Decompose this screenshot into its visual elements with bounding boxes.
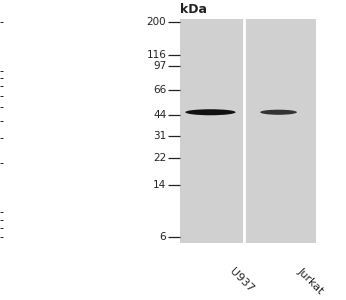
Text: Jurkat: Jurkat (295, 266, 325, 296)
Text: 14: 14 (153, 180, 166, 190)
Ellipse shape (185, 109, 236, 115)
Text: 116: 116 (146, 50, 166, 60)
Text: 31: 31 (153, 131, 166, 141)
Text: 200: 200 (147, 17, 166, 27)
Text: 97: 97 (153, 61, 166, 71)
Text: 44: 44 (153, 110, 166, 120)
Text: 6: 6 (160, 232, 166, 242)
Bar (180, 19, 316, 243)
Ellipse shape (260, 110, 297, 115)
Text: U937: U937 (227, 266, 255, 294)
Text: 66: 66 (153, 85, 166, 95)
Text: 22: 22 (153, 152, 166, 163)
Text: kDa: kDa (180, 3, 207, 16)
